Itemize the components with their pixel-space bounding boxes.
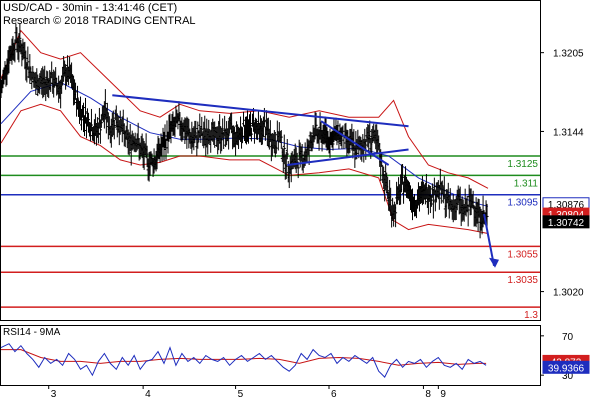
trendline-0 bbox=[112, 94, 409, 128]
forecast-arrow-head bbox=[489, 257, 500, 268]
level-label-0: 1.3125 bbox=[507, 159, 538, 170]
level-label-3: 1.3055 bbox=[507, 249, 538, 260]
time-axis-label-0: 3 bbox=[51, 389, 57, 400]
time-axis-label-4: 8 bbox=[425, 389, 431, 400]
main-plot-area: 1.3125 1.311 1.3095 1.3055 1.3035 1.3 bbox=[0, 23, 540, 321]
main-panel: 1.3125 1.311 1.3095 1.3055 1.3035 1.3 1.3205 1… bbox=[0, 0, 590, 321]
price-bars bbox=[0, 23, 489, 239]
price-axis-label-1: 1.3144 bbox=[553, 127, 584, 138]
price-axis-label-2: 1.3020 bbox=[553, 288, 584, 299]
time-axis-label-2: 5 bbox=[238, 389, 244, 400]
price-tag-box-2 bbox=[542, 215, 590, 229]
rsi-title: RSI14 - 9MA bbox=[3, 327, 61, 338]
rsi-axis-label-1: 30 bbox=[562, 371, 574, 382]
level-label-5: 1.3 bbox=[524, 310, 538, 321]
rsi-tag-label-1: 39.9366 bbox=[548, 363, 585, 374]
price-tag-label-0: 1.30876 bbox=[548, 200, 585, 211]
rsi-axis: 703042.87239.9366 bbox=[540, 332, 590, 382]
rsi-ma-line bbox=[1, 349, 487, 366]
rsi-tag-box-1 bbox=[542, 360, 590, 374]
level-label-2: 1.3095 bbox=[507, 198, 538, 209]
time-axis-label-3: 6 bbox=[331, 389, 337, 400]
rsi-plot-area bbox=[0, 343, 487, 378]
chart-credit: Research © 2018 TRADING CENTRAL bbox=[3, 15, 196, 27]
rsi-line bbox=[0, 343, 487, 378]
rsi-axis-label-0: 70 bbox=[562, 332, 574, 343]
rsi-panel: 703042.87239.9366 bbox=[0, 325, 590, 386]
time-axis-label-1: 4 bbox=[145, 389, 151, 400]
band-upper-line bbox=[0, 29, 489, 189]
band-lower-line bbox=[0, 103, 489, 234]
level-label-1: 1.311 bbox=[514, 178, 539, 189]
forecast-arrow bbox=[483, 213, 495, 266]
trendline-1 bbox=[287, 148, 409, 167]
price-axis-label-0: 1.3205 bbox=[553, 49, 584, 60]
chart-title: USD/CAD - 30min - 13:41:46 (CET) bbox=[3, 2, 178, 14]
main-panel-frame bbox=[0, 0, 541, 321]
trendline-2 bbox=[320, 120, 390, 166]
time-axis-label-5: 9 bbox=[440, 389, 446, 400]
level-label-4: 1.3035 bbox=[507, 275, 538, 286]
price-tag-label-2: 1.30742 bbox=[548, 218, 585, 229]
